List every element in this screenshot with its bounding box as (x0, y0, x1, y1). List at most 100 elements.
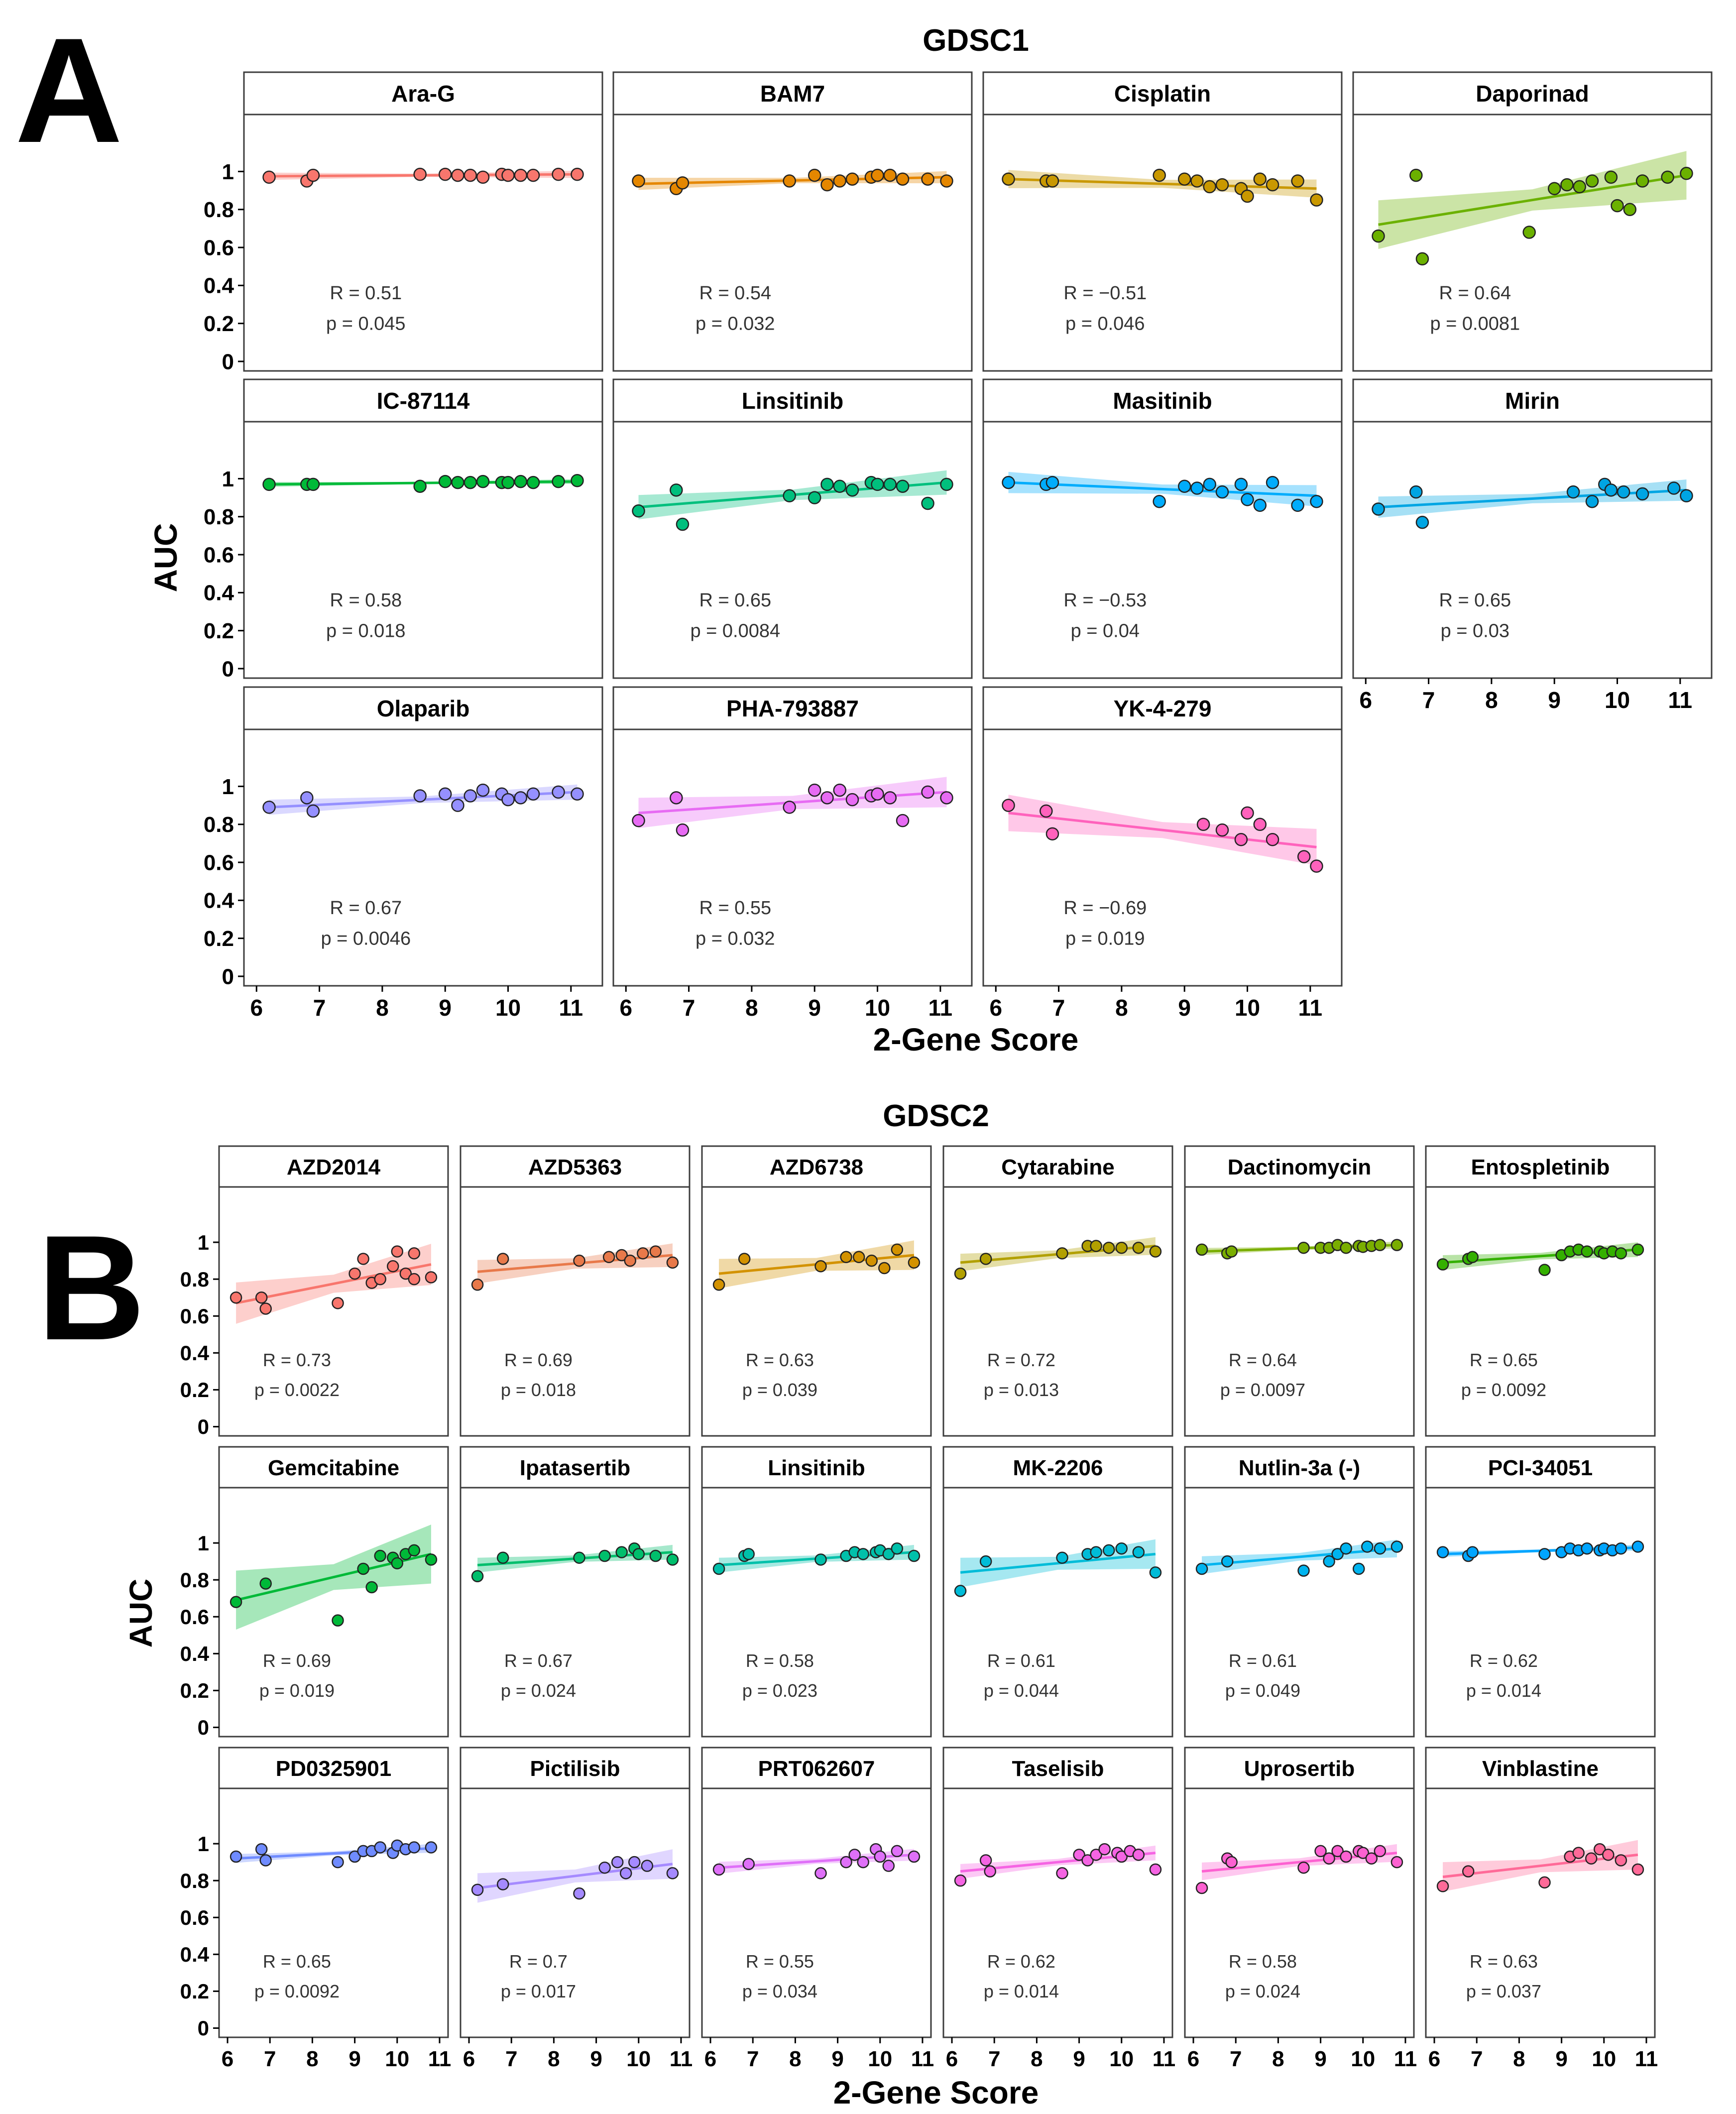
facet-pha-793887: PHA-793887 R = 0.55 p = 0.032 6 7 8 9 10 11 (612, 686, 973, 1021)
facet-azd5363: AZD5363 R = 0.69 p = 0.018 (460, 1145, 691, 1437)
data-point (408, 1544, 421, 1557)
chart-title: GDSC1 (923, 23, 1029, 58)
plot-area (982, 421, 1343, 679)
facet-title: Olaparib (377, 696, 470, 721)
y-tick-label: 0 (222, 350, 234, 374)
regression-line (235, 1263, 432, 1304)
facet-gemcitabine: Gemcitabine R = 0.69 p = 0.019 0 0.2 0.4 0.6 0.… (180, 1446, 449, 1739)
data-point (882, 1548, 895, 1560)
data-point (1310, 193, 1323, 207)
data-point (840, 1251, 852, 1263)
data-point (1581, 1245, 1593, 1258)
y-tick-label: 0.6 (204, 543, 234, 567)
data-point (940, 791, 953, 805)
x-tick-label: 11 (928, 995, 953, 1021)
data-point (438, 787, 452, 801)
data-point (1266, 475, 1279, 489)
chart-gdsc2: B GDSC2 2-Gene Score AUC AZD2014 R = 0.73 p = … (37, 1099, 1658, 2111)
data-point (306, 804, 320, 818)
data-point (649, 1549, 662, 1562)
data-point (1323, 1852, 1335, 1865)
facet-mirin: Mirin R = 0.65 p = 0.03 6 7 8 9 10 11 (1352, 378, 1713, 713)
data-point (814, 1553, 827, 1566)
data-point (526, 787, 540, 801)
data-point (255, 1843, 268, 1856)
data-point (666, 1553, 679, 1566)
facet-strip (982, 378, 1343, 423)
data-point (451, 475, 464, 489)
plot-area (460, 1186, 691, 1437)
r-value: R = 0.64 (1229, 1350, 1297, 1370)
plot-area (243, 421, 603, 679)
x-tick-label: 7 (264, 2047, 276, 2071)
facet-dactinomycin: Dactinomycin R = 0.64 p = 0.0097 (1184, 1145, 1415, 1437)
p-value: p = 0.03 (1441, 621, 1509, 642)
data-point (1090, 1546, 1102, 1558)
p-value: p = 0.032 (695, 929, 775, 949)
data-point (1365, 1852, 1378, 1865)
data-point (1409, 168, 1423, 182)
data-point (1081, 1854, 1094, 1867)
facet-masitinib: Masitinib R = −0.53 p = 0.04 (982, 378, 1343, 679)
data-point (300, 791, 314, 805)
x-tick-label: 9 (808, 995, 821, 1021)
data-point (1234, 477, 1248, 491)
data-point (632, 504, 645, 518)
data-point (871, 168, 884, 182)
data-point (1266, 178, 1279, 192)
data-point (940, 174, 953, 188)
data-point (357, 1562, 369, 1575)
data-point (1153, 494, 1166, 508)
data-point (814, 1867, 827, 1879)
data-point (954, 1874, 967, 1887)
facet-strip (460, 1446, 691, 1489)
data-point (1635, 487, 1649, 501)
x-tick-label: 6 (222, 2047, 233, 2071)
facet-linsitinib: Linsitinib R = 0.65 p = 0.0084 (612, 378, 973, 679)
data-point (820, 477, 834, 491)
x-tick-label: 6 (989, 995, 1002, 1021)
data-point (742, 1548, 755, 1560)
data-point (1415, 515, 1429, 529)
data-point (1436, 1258, 1449, 1271)
plot-area (460, 1787, 691, 2038)
data-point (1056, 1247, 1068, 1260)
x-tick-label: 7 (1422, 687, 1435, 713)
data-point (374, 1273, 386, 1286)
data-point (611, 1856, 624, 1869)
facet-pd0325901: PD0325901 R = 0.65 p = 0.0092 0 0.2 0.4 0.6 0.8… (180, 1747, 451, 2071)
data-point (954, 1585, 967, 1597)
x-tick-label: 7 (313, 995, 326, 1021)
facet-strip (1184, 1145, 1415, 1188)
data-point (712, 1279, 725, 1291)
regression-line (1008, 178, 1317, 190)
y-axis-label: AUC (148, 523, 184, 592)
data-point (496, 1878, 509, 1890)
plot-area (612, 728, 973, 987)
r-value: R = 0.64 (1439, 283, 1511, 304)
data-point (1361, 1540, 1374, 1553)
facet-vinblastine: Vinblastine R = 0.63 p = 0.037 6 7 8 9 10 11 (1425, 1747, 1658, 2071)
data-point (573, 1254, 585, 1267)
data-point (230, 1596, 242, 1608)
data-point (602, 1251, 615, 1263)
panel-letter-b: B (37, 1204, 145, 1371)
regression-line (1008, 812, 1317, 849)
facet-uprosertib: Uprosertib R = 0.58 p = 0.024 6 7 8 9 10 11 (1184, 1747, 1417, 2071)
data-point (883, 168, 897, 182)
data-point (425, 1553, 438, 1566)
data-point (641, 1860, 654, 1872)
r-value: R = 0.72 (987, 1350, 1055, 1370)
y-tick-label: 0.6 (204, 850, 234, 875)
data-point (1538, 1876, 1551, 1889)
facet-strip (612, 686, 973, 730)
data-point (783, 801, 796, 814)
data-point (1234, 833, 1248, 846)
data-point (1215, 178, 1229, 192)
x-tick-label: 6 (1359, 687, 1372, 713)
r-value: R = 0.69 (504, 1350, 573, 1370)
data-point (476, 170, 490, 184)
r-value: R = 0.65 (263, 1951, 331, 1972)
data-point (255, 1291, 268, 1304)
data-point (1331, 1548, 1344, 1560)
